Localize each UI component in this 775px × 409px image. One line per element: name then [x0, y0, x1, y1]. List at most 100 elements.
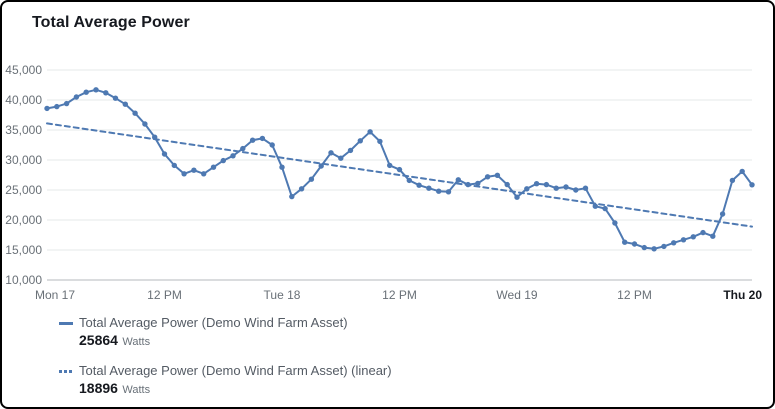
x-tick-label: 12 PM — [147, 288, 182, 302]
data-point-marker — [171, 162, 177, 169]
data-point-marker — [494, 172, 501, 178]
data-point-marker — [553, 185, 559, 191]
data-point-marker — [240, 145, 246, 152]
data-point-marker — [710, 233, 716, 239]
data-point-marker — [230, 153, 236, 159]
data-point-marker — [367, 129, 373, 135]
x-tick-label: Tue 18 — [264, 288, 301, 302]
legend-label: Total Average Power (Demo Wind Farm Asse… — [79, 363, 392, 378]
data-point-marker — [112, 95, 119, 101]
data-point-marker — [191, 167, 197, 173]
solid-line-swatch-icon — [59, 321, 73, 325]
y-tick-label: 40,000 — [5, 93, 42, 107]
data-point-marker — [83, 89, 89, 95]
line-chart[interactable]: 45,000 40,000 35,000 30,000 25,000 20,000 15,0… — [2, 2, 775, 308]
data-point-marker — [573, 187, 579, 193]
data-point-marker — [210, 164, 217, 170]
data-point-marker — [602, 205, 608, 212]
data-point-marker — [63, 100, 70, 107]
data-point-marker — [651, 246, 657, 252]
chart-legend: Total Average Power (Demo Wind Farm Asse… — [59, 315, 739, 407]
data-point-marker — [671, 240, 677, 246]
y-tick-label: 10,000 — [5, 273, 42, 287]
y-tick-label: 30,000 — [5, 153, 42, 167]
data-point-marker — [563, 184, 569, 190]
data-point-marker — [690, 234, 696, 240]
data-point-marker — [426, 185, 432, 191]
data-point-marker — [328, 150, 334, 156]
data-point-marker — [181, 171, 187, 177]
data-point-marker — [739, 168, 745, 175]
data-point-marker — [729, 177, 736, 184]
data-point-marker — [298, 186, 305, 192]
legend-entry-series: Total Average Power (Demo Wind Farm Asse… — [59, 315, 739, 350]
data-point-marker — [582, 185, 589, 191]
legend-unit: Watts — [122, 336, 151, 348]
data-point-marker — [719, 211, 726, 217]
x-tick-label: 12 PM — [382, 288, 417, 302]
data-point-marker — [103, 90, 109, 96]
data-point-marker — [387, 162, 393, 169]
legend-label: Total Average Power (Demo Wind Farm Asse… — [79, 315, 348, 330]
data-point-marker — [641, 244, 647, 251]
x-axis-labels: Mon 17 12 PM Tue 18 12 PM Wed 19 12 PM Thu 20 — [35, 288, 762, 302]
data-point-marker — [73, 94, 80, 100]
data-points — [44, 87, 755, 252]
y-tick-label: 35,000 — [5, 123, 42, 137]
y-axis-labels: 45,000 40,000 35,000 30,000 25,000 20,000 15,0… — [5, 63, 42, 287]
x-tick-label: 12 PM — [617, 288, 652, 302]
data-point-marker — [259, 135, 266, 142]
chart-title: Total Average Power — [32, 14, 190, 31]
data-point-marker — [396, 166, 403, 173]
data-point-marker — [377, 138, 383, 145]
data-point-marker — [269, 142, 275, 148]
legend-current-value: 18896 — [79, 380, 118, 396]
x-tick-label-current: Thu 20 — [723, 288, 762, 302]
data-point-marker — [612, 220, 618, 226]
data-point-marker — [122, 101, 128, 107]
y-tick-label: 45,000 — [5, 63, 42, 77]
y-tick-label: 15,000 — [5, 243, 42, 257]
data-point-marker — [543, 181, 550, 188]
data-point-marker — [201, 171, 207, 177]
data-point-marker — [749, 182, 755, 188]
data-point-marker — [44, 105, 50, 112]
data-point-marker — [524, 186, 530, 192]
legend-unit: Watts — [122, 384, 151, 396]
data-point-marker — [416, 182, 422, 188]
data-point-marker — [279, 164, 285, 170]
data-point-marker — [406, 177, 412, 184]
data-point-marker — [631, 241, 638, 247]
data-point-marker — [533, 181, 540, 187]
data-point-marker — [308, 176, 315, 182]
y-tick-label: 20,000 — [5, 213, 42, 227]
data-point-marker — [54, 103, 60, 110]
data-point-marker — [357, 138, 363, 144]
data-point-marker — [700, 229, 706, 236]
y-tick-label: 25,000 — [5, 183, 42, 197]
data-point-marker — [592, 203, 598, 209]
data-point-marker — [622, 239, 628, 245]
dotted-line-swatch-icon — [59, 369, 73, 373]
data-point-marker — [249, 137, 256, 143]
data-point-marker — [289, 193, 295, 200]
data-point-marker — [132, 110, 138, 116]
x-tick-label: Wed 19 — [496, 288, 537, 302]
data-point-marker — [142, 121, 148, 127]
gridlines — [47, 69, 752, 281]
data-point-marker — [436, 188, 442, 194]
data-point-marker — [475, 180, 481, 187]
data-point-marker — [484, 174, 491, 180]
x-tick-label: Mon 17 — [35, 288, 75, 302]
legend-current-value: 25864 — [79, 332, 118, 348]
legend-entry-trend: Total Average Power (Demo Wind Farm Asse… — [59, 363, 739, 398]
data-point-marker — [161, 151, 168, 157]
data-point-marker — [220, 157, 226, 164]
data-point-marker — [504, 181, 510, 188]
data-point-marker — [514, 194, 520, 200]
data-point-marker — [661, 243, 667, 250]
data-point-marker — [680, 237, 687, 243]
data-point-marker — [347, 147, 354, 154]
data-point-marker — [455, 177, 461, 183]
